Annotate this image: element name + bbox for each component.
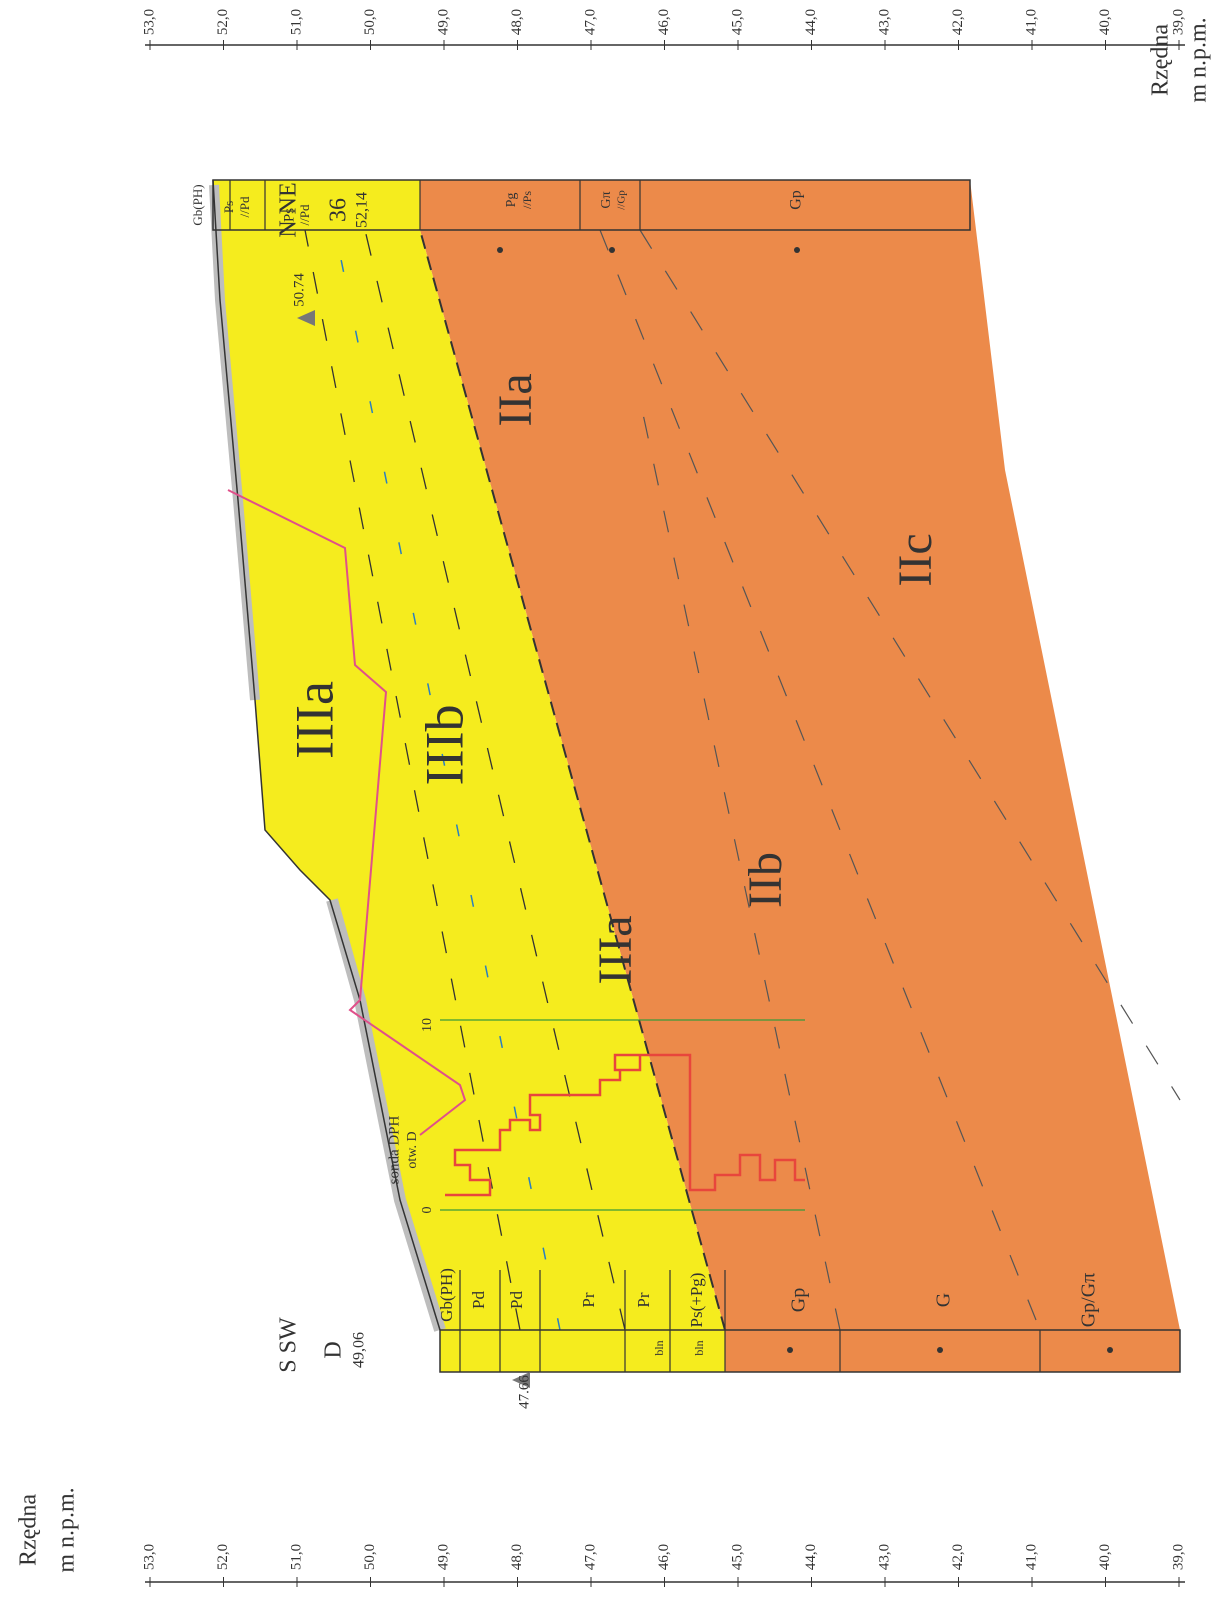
sounding-scale: 10: [420, 1018, 435, 1032]
tick-label: 41,0: [1023, 1544, 1039, 1570]
sample-dot: [609, 247, 615, 253]
layer-label: Ps(+Pg): [687, 1273, 706, 1328]
note: bln: [652, 1340, 666, 1355]
tick-label: 41,0: [1023, 9, 1039, 35]
sample-dot: [937, 1347, 943, 1353]
borehole-name: D: [321, 1341, 347, 1358]
layer-label: Ps: [221, 201, 236, 213]
tick-label: 48,0: [509, 1544, 525, 1570]
zone-label: IIb: [739, 852, 792, 908]
tick-label: 51,0: [288, 9, 304, 35]
tick-label: 45,0: [729, 9, 745, 35]
layer-label: Gp: [788, 1288, 810, 1312]
tick-label: 52,0: [215, 1544, 231, 1570]
dashed-line: [639, 399, 841, 1331]
layer-label: //Pd: [297, 204, 312, 225]
layer-label: Pd: [507, 1291, 526, 1309]
layer-label: //Gp: [616, 190, 628, 210]
tick-label: 43,0: [876, 1544, 892, 1570]
zone-yellow: [213, 180, 725, 1372]
axis-title: m n.p.m.: [1186, 17, 1212, 102]
tick-label: 43,0: [876, 9, 892, 35]
axis-title: Rzędna: [16, 1494, 42, 1566]
layer-label: Pd: [469, 1291, 488, 1309]
water-level: 50.74: [291, 273, 307, 307]
dph-curve: [227, 489, 467, 1136]
layer-label: Pg: [504, 193, 519, 208]
borehole-column: [212, 179, 971, 231]
axis-title: m n.p.m.: [54, 1487, 80, 1572]
tick-label: 45,0: [729, 1544, 745, 1570]
sample-dot: [1107, 1347, 1113, 1353]
tick-label: 47,0: [582, 1544, 598, 1570]
tick-label: 44,0: [803, 9, 819, 35]
layer-label: Pr: [634, 1292, 653, 1307]
tick-label: 42,0: [950, 1544, 966, 1570]
layer-label: //Ps: [520, 191, 534, 209]
tick-label: 40,0: [1097, 9, 1113, 35]
water-symbol: [297, 310, 315, 326]
tick-label: 40,0: [1097, 1544, 1113, 1570]
tick-label: 42,0: [950, 9, 966, 35]
tick-label: 53,0: [141, 9, 157, 35]
water-symbol: [512, 1372, 530, 1388]
borehole-elev: 49,06: [351, 1332, 368, 1368]
direction: S SW: [276, 1317, 302, 1373]
sample-dot: [497, 247, 503, 253]
tick-label: 50,0: [362, 9, 378, 35]
tick-label: 50,0: [362, 1544, 378, 1570]
layer-label: Gp/Gπ: [1078, 1273, 1100, 1328]
axis-title: Rzędna: [1148, 24, 1174, 96]
direction: N NE: [276, 182, 302, 237]
layer-label: Gp: [788, 190, 805, 210]
layer-label: Pr: [579, 1292, 598, 1307]
layer-label: G: [933, 1293, 955, 1307]
tick-label: 39,0: [1170, 1544, 1186, 1570]
tick-label: 46,0: [656, 9, 672, 35]
zone-label: IIc: [889, 533, 942, 586]
note: bln: [692, 1340, 706, 1355]
dashed-line: [599, 229, 1041, 1331]
sample-dot: [787, 1347, 793, 1353]
sounding-label: sonda DPH: [386, 1115, 402, 1184]
tick-label: 53,0: [141, 1544, 157, 1570]
tick-label: 51,0: [288, 1544, 304, 1570]
sounding-label: otw. D: [405, 1131, 420, 1168]
surface-line: [212, 179, 441, 1331]
borehole-column: [439, 1329, 1181, 1373]
sounding-scale: 0: [420, 1207, 435, 1214]
zone-label: IIIa: [589, 915, 642, 984]
tick-label: 49,0: [435, 9, 451, 35]
tick-label: 44,0: [803, 1544, 819, 1570]
dph-steps: [445, 1053, 805, 1197]
tick-label: 48,0: [509, 9, 525, 35]
layer-label: //Pd: [237, 196, 252, 217]
borehole-elev: 52,14: [354, 192, 371, 228]
tick-label: 47,0: [582, 9, 598, 35]
zone-orange: [420, 180, 1180, 1372]
layer-label: Gb(PH): [190, 184, 205, 225]
layer-divisions: [229, 180, 1041, 1372]
layer-label: Ps: [281, 208, 297, 222]
zone-label: IIIb: [414, 705, 474, 786]
zone-boundary: [419, 229, 726, 1331]
zone-label: IIIa: [284, 681, 344, 759]
layer-label: Gb(PH): [437, 1268, 456, 1322]
zone-label: IIa: [489, 373, 542, 426]
tick-label: 49,0: [435, 1544, 451, 1570]
layer-label: Gπ: [599, 191, 614, 208]
borehole-name: 36: [326, 198, 352, 222]
water-level: 47.66: [516, 1375, 532, 1409]
tick-label: 39,0: [1170, 9, 1186, 35]
tick-label: 46,0: [656, 1544, 672, 1570]
sample-dot: [794, 247, 800, 253]
tick-label: 52,0: [215, 9, 231, 35]
